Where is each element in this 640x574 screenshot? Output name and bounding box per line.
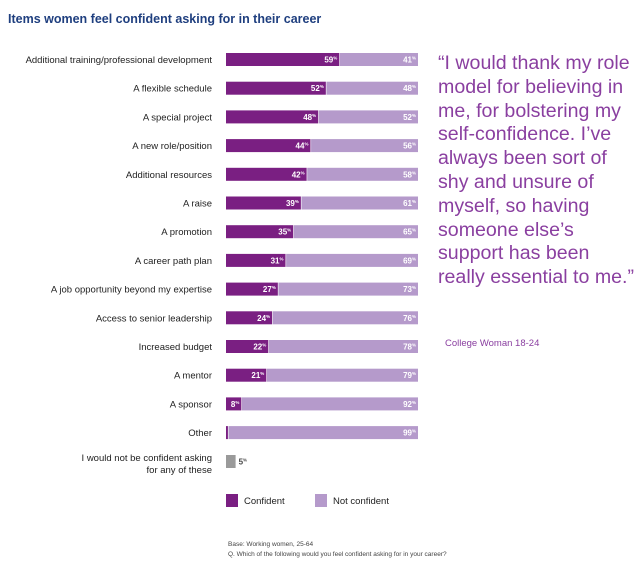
- quote-attribution: College Woman 18-24: [445, 338, 540, 349]
- bar-confident: [226, 196, 301, 210]
- data-label-confident: 27%: [263, 285, 276, 294]
- bar-confident: [226, 340, 269, 353]
- footnote-question: Q. Which of the following would you feel…: [228, 551, 447, 558]
- data-label-not-confident: 73%: [403, 285, 416, 294]
- category-label: A mentor: [174, 371, 212, 382]
- data-label-confident: 52%: [311, 84, 324, 93]
- chart-title: Items women feel confident asking for in…: [8, 12, 322, 26]
- bar-not-confident: [311, 139, 418, 153]
- data-label-confident: 42%: [292, 170, 305, 179]
- data-label-confident: 44%: [296, 142, 309, 151]
- category-label: A new role/position: [132, 141, 212, 152]
- data-label-confident: 1%: [217, 429, 225, 438]
- data-label-confident: 22%: [253, 343, 266, 352]
- data-label-confident: 59%: [324, 56, 337, 65]
- bar-not-confident: [228, 426, 418, 440]
- data-label-not-confident: 69%: [403, 256, 416, 265]
- category-label: Increased budget: [139, 342, 213, 353]
- data-label-confident: 21%: [251, 371, 264, 380]
- category-label: A job opportunity beyond my expertise: [51, 285, 212, 296]
- bar-not-confident: [339, 53, 418, 66]
- category-label: A sponsor: [170, 399, 212, 410]
- category-label: I would not be confident asking: [82, 453, 212, 464]
- category-label: A special project: [143, 112, 213, 123]
- bar-confident: [226, 53, 340, 66]
- bar-confident: [226, 81, 326, 95]
- bar-confident: [226, 282, 278, 296]
- bar-not-confident: [326, 81, 418, 95]
- data-label-not-confident: 76%: [403, 314, 416, 323]
- data-label-confident: 24%: [257, 314, 270, 323]
- bar-not-confident: [293, 225, 418, 239]
- data-label-not-confident: 78%: [403, 343, 416, 352]
- data-label-not-confident: 61%: [403, 199, 416, 208]
- data-label-not-confident: 52%: [403, 113, 416, 122]
- bar-not-confident: [266, 368, 418, 382]
- bar-confident: [226, 426, 228, 440]
- data-label-confident: 8%: [231, 400, 239, 409]
- category-label: for any of these: [147, 465, 212, 476]
- data-label-none: 5%: [239, 458, 247, 467]
- legend-swatch-confident: [226, 494, 238, 507]
- bar-not-confident: [318, 110, 418, 124]
- bar-not-confident: [286, 253, 418, 267]
- bar-confident: [226, 225, 294, 239]
- data-label-not-confident: 48%: [403, 84, 416, 93]
- legend-label-confident: Confident: [244, 496, 285, 507]
- category-label: A career path plan: [135, 256, 212, 267]
- data-label-confident: 48%: [303, 113, 316, 122]
- testimonial-quote: “I would thank my role model for believi…: [438, 52, 635, 289]
- data-label-not-confident: 56%: [403, 142, 416, 151]
- bar-confident: [226, 311, 273, 325]
- bar-not-confident: [278, 282, 418, 296]
- bar-not-confident: [268, 340, 418, 353]
- bar-confident: [226, 253, 286, 267]
- bar-confident: [226, 167, 307, 181]
- data-label-not-confident: 65%: [403, 228, 416, 237]
- bar-confident: [226, 139, 311, 153]
- data-label-confident: 31%: [271, 256, 284, 265]
- legend-swatch-not-confident: [315, 494, 327, 507]
- data-label-not-confident: 99%: [403, 429, 416, 438]
- bar-not-confident: [241, 397, 418, 411]
- bar-confident: [226, 397, 242, 411]
- data-label-not-confident: 92%: [403, 400, 416, 409]
- category-label: A flexible schedule: [133, 84, 212, 95]
- data-label-not-confident: 79%: [403, 371, 416, 380]
- category-label: Other: [188, 428, 212, 439]
- bar-not-confident: [307, 167, 418, 181]
- footnote-base: Base: Working women, 25-64: [228, 541, 314, 548]
- category-label: Additional training/professional develop…: [26, 55, 213, 66]
- category-label: Additional resources: [126, 170, 212, 181]
- data-label-confident: 35%: [278, 228, 291, 237]
- data-label-confident: 39%: [286, 199, 299, 208]
- category-label: A promotion: [161, 227, 212, 238]
- category-label: A raise: [183, 199, 212, 210]
- data-label-not-confident: 41%: [403, 56, 416, 65]
- bar-not-confident: [301, 196, 418, 210]
- bar-confident: [226, 110, 319, 124]
- data-label-not-confident: 58%: [403, 170, 416, 179]
- bar-none: [226, 455, 236, 468]
- category-label: Access to senior leadership: [96, 313, 212, 324]
- bar-not-confident: [272, 311, 418, 325]
- legend-label-not-confident: Not confident: [333, 496, 389, 507]
- bar-confident: [226, 368, 267, 382]
